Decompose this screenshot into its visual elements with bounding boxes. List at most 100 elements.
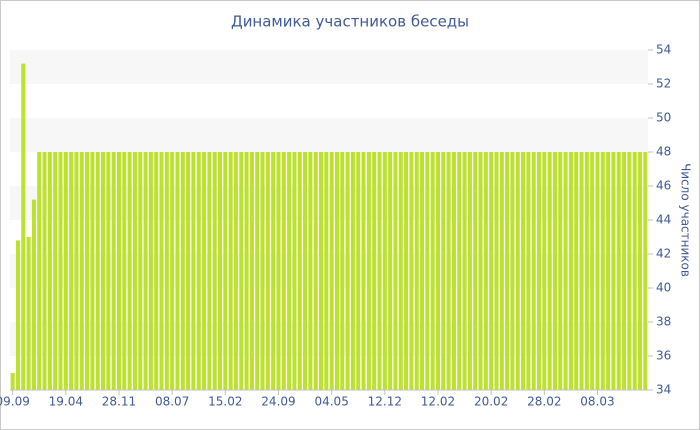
bar xyxy=(239,152,244,390)
bar xyxy=(191,152,196,390)
bar xyxy=(414,152,419,390)
bar xyxy=(223,152,228,390)
bar xyxy=(531,152,536,390)
bar xyxy=(90,152,95,390)
bar xyxy=(143,152,148,390)
bar xyxy=(393,152,398,390)
chart-title: Динамика участников беседы xyxy=(231,13,469,31)
bar xyxy=(457,152,462,390)
bar xyxy=(600,152,605,390)
bar xyxy=(74,152,79,390)
bar xyxy=(505,152,510,390)
bar xyxy=(292,152,297,390)
bar xyxy=(345,152,350,390)
bar xyxy=(388,152,393,390)
bar xyxy=(324,152,329,390)
bar xyxy=(260,152,265,390)
bar xyxy=(154,152,159,390)
bar xyxy=(297,152,302,390)
bar xyxy=(281,152,286,390)
bar xyxy=(542,152,547,390)
bar xyxy=(489,152,494,390)
bar xyxy=(308,152,313,390)
y-axis-label: Число участников xyxy=(679,163,693,277)
bar xyxy=(26,237,31,390)
bar xyxy=(319,152,324,390)
y-tick-label: 46 xyxy=(656,179,671,193)
x-tick-label: 19.04 xyxy=(49,395,83,409)
bar xyxy=(622,152,627,390)
bar xyxy=(515,152,520,390)
y-tick-label: 44 xyxy=(656,213,671,227)
bar xyxy=(159,152,164,390)
bar xyxy=(377,152,382,390)
bar xyxy=(350,152,355,390)
bar xyxy=(58,152,63,390)
bar xyxy=(340,152,345,390)
bar xyxy=(584,152,589,390)
bar xyxy=(207,152,212,390)
x-tick-label: 20.02 xyxy=(474,395,508,409)
bar xyxy=(563,152,568,390)
bar xyxy=(372,152,377,390)
y-tick-label: 36 xyxy=(656,349,671,363)
y-tick-label: 40 xyxy=(656,281,671,295)
bar xyxy=(132,152,137,390)
bar xyxy=(106,152,111,390)
bar xyxy=(574,152,579,390)
bar xyxy=(10,373,15,390)
bar xyxy=(287,152,292,390)
y-tick-label: 52 xyxy=(656,77,671,91)
bar xyxy=(180,152,185,390)
grid-band xyxy=(10,118,648,152)
y-tick-label: 54 xyxy=(656,43,671,57)
bar xyxy=(271,152,276,390)
bar xyxy=(53,152,58,390)
bar xyxy=(334,152,339,390)
bar xyxy=(37,152,42,390)
bar xyxy=(47,152,52,390)
bar xyxy=(202,152,207,390)
bar xyxy=(69,152,74,390)
bar xyxy=(356,152,361,390)
bar xyxy=(255,152,260,390)
bar xyxy=(398,152,403,390)
bar xyxy=(616,152,621,390)
bar xyxy=(186,152,191,390)
bar xyxy=(590,152,595,390)
x-tick-label: 15.02 xyxy=(208,395,242,409)
bar xyxy=(643,152,648,390)
bar xyxy=(446,152,451,390)
grid-band xyxy=(10,186,648,220)
grid-band xyxy=(10,322,648,356)
bar xyxy=(568,152,573,390)
bar xyxy=(483,152,488,390)
bar xyxy=(196,152,201,390)
bar xyxy=(425,152,430,390)
bar xyxy=(233,152,238,390)
x-tick-label: 08.07 xyxy=(155,395,189,409)
bar xyxy=(217,152,223,390)
x-tick-label: 04.05 xyxy=(314,395,348,409)
bar xyxy=(536,152,542,390)
y-tick-label: 38 xyxy=(656,315,671,329)
bar xyxy=(63,152,68,390)
bar xyxy=(435,152,441,390)
bar xyxy=(85,152,90,390)
y-tick-label: 42 xyxy=(656,247,671,261)
bar xyxy=(111,152,116,390)
bar xyxy=(148,152,153,390)
grid-band xyxy=(10,254,648,288)
y-tick-label: 34 xyxy=(656,383,671,397)
bar xyxy=(473,152,478,390)
x-tick-label: 08.03 xyxy=(580,395,614,409)
bar xyxy=(526,152,531,390)
bar xyxy=(606,152,611,390)
bar xyxy=(244,152,249,390)
bar xyxy=(558,152,563,390)
bar xyxy=(611,152,616,390)
bar xyxy=(638,152,643,390)
bar xyxy=(228,152,233,390)
bar xyxy=(595,152,600,390)
bar xyxy=(116,152,122,390)
